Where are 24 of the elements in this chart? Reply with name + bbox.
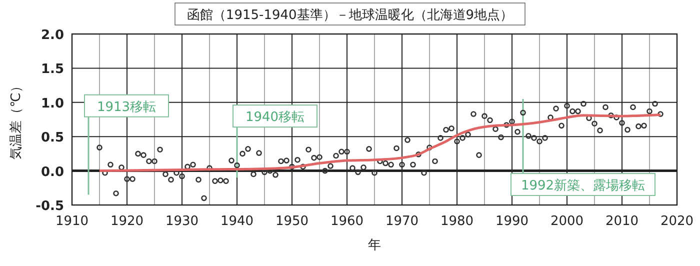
x-tick-label: 1930	[165, 214, 199, 229]
x-tick-label: 1940	[220, 214, 254, 229]
y-tick-label: 1.0	[40, 96, 64, 112]
x-tick-label: 1960	[330, 214, 364, 229]
x-axis-title: 年	[368, 238, 381, 253]
x-tick-label: 2000	[550, 214, 584, 229]
x-tick-label: 1980	[440, 214, 474, 229]
x-tick-label: 1920	[110, 214, 144, 229]
y-tick-label: 0.5	[40, 130, 64, 146]
chart-title: 函館（1915-1940基準）－地球温暖化（北海道9地点）	[186, 8, 514, 23]
ref-line-label: 1913移転	[96, 100, 156, 115]
y-axis-title: 気温差（℃）	[9, 80, 24, 160]
ref-line-label: 1992新築、露場移転	[520, 178, 646, 194]
y-tick-label: -0.5	[36, 199, 64, 214]
ref-line-label: 1940移転	[245, 110, 305, 126]
x-tick-label: 2010	[605, 214, 639, 229]
y-tick-label: 2.0	[40, 28, 64, 43]
x-tick-label: 1910	[55, 214, 89, 229]
x-tick-label: 1950	[275, 214, 309, 229]
x-tick-label: 1990	[495, 214, 529, 229]
y-tick-label: 0.0	[40, 164, 64, 180]
x-tick-label: 1970	[385, 214, 419, 229]
x-tick-label: 2020	[660, 214, 694, 229]
y-tick-label: 1.5	[40, 62, 64, 78]
